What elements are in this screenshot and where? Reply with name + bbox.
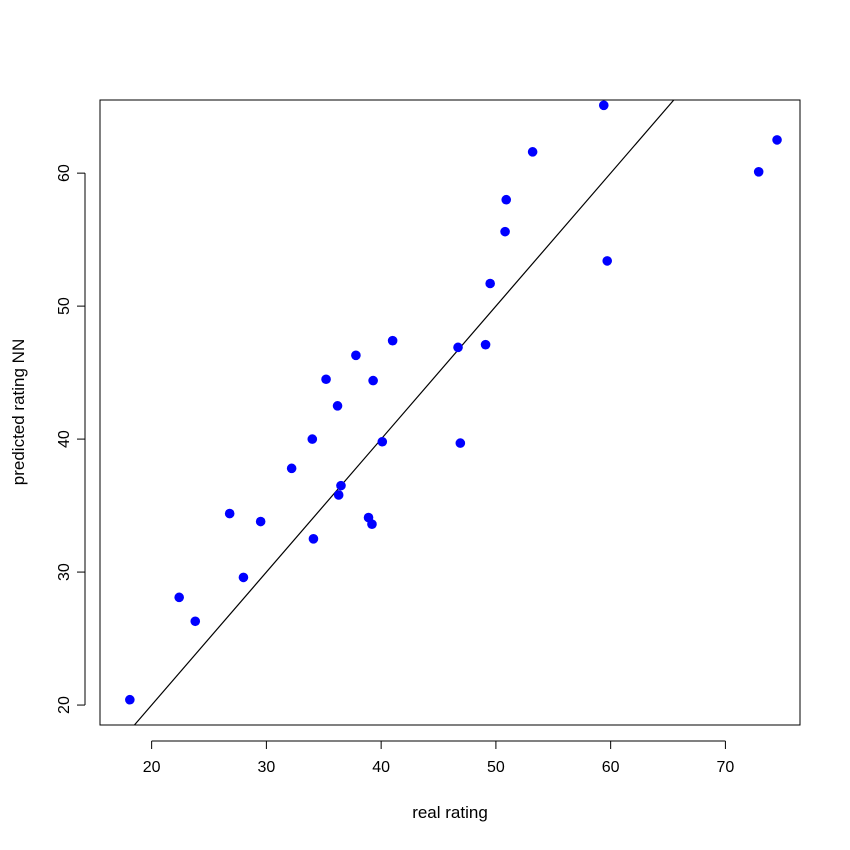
identity-line-layer (133, 99, 675, 726)
data-point (367, 519, 377, 530)
data-point (387, 335, 398, 346)
y-tick-label: 30 (56, 563, 73, 581)
data-point (333, 490, 344, 500)
data-point (455, 438, 466, 448)
data-point (332, 401, 343, 411)
data-point (772, 135, 782, 145)
data-point (336, 480, 346, 491)
data-point (125, 694, 135, 705)
data-point (598, 100, 609, 111)
data-point (174, 592, 184, 603)
data-point (190, 616, 201, 627)
y-tick-label: 40 (56, 430, 73, 448)
x-tick-label: 30 (257, 759, 275, 776)
x-tick-label: 50 (487, 759, 505, 776)
y-axis-label: predicted rating NN (9, 339, 28, 485)
data-point (321, 374, 331, 385)
data-point (286, 463, 297, 474)
x-tick-label: 70 (717, 759, 735, 776)
data-point (308, 534, 319, 544)
axis-ticks: 20 30 40 50 60 70 20 30 40 50 60 (56, 164, 734, 776)
data-point (377, 436, 388, 447)
data-point (485, 278, 495, 289)
x-axis-label: real rating (412, 803, 488, 822)
y-tick-label: 50 (56, 297, 73, 315)
data-point (368, 375, 378, 386)
y-tick-label: 20 (56, 696, 73, 714)
data-point (753, 167, 764, 177)
data-point (351, 350, 361, 361)
data-point (480, 339, 491, 350)
y-tick-label: 60 (56, 164, 73, 182)
x-tick-label: 60 (602, 759, 620, 776)
data-point (307, 434, 318, 444)
plot-frame (99, 99, 801, 726)
data-point (255, 516, 266, 527)
data-points (125, 100, 782, 705)
x-tick-label: 20 (143, 759, 161, 776)
data-point (602, 256, 613, 266)
data-point (238, 572, 249, 583)
identity-line (133, 99, 675, 726)
x-tick-label: 40 (372, 759, 390, 776)
data-point (453, 342, 463, 353)
data-point (501, 194, 512, 205)
data-point (500, 226, 510, 237)
data-point (224, 508, 235, 519)
data-point (527, 147, 538, 157)
